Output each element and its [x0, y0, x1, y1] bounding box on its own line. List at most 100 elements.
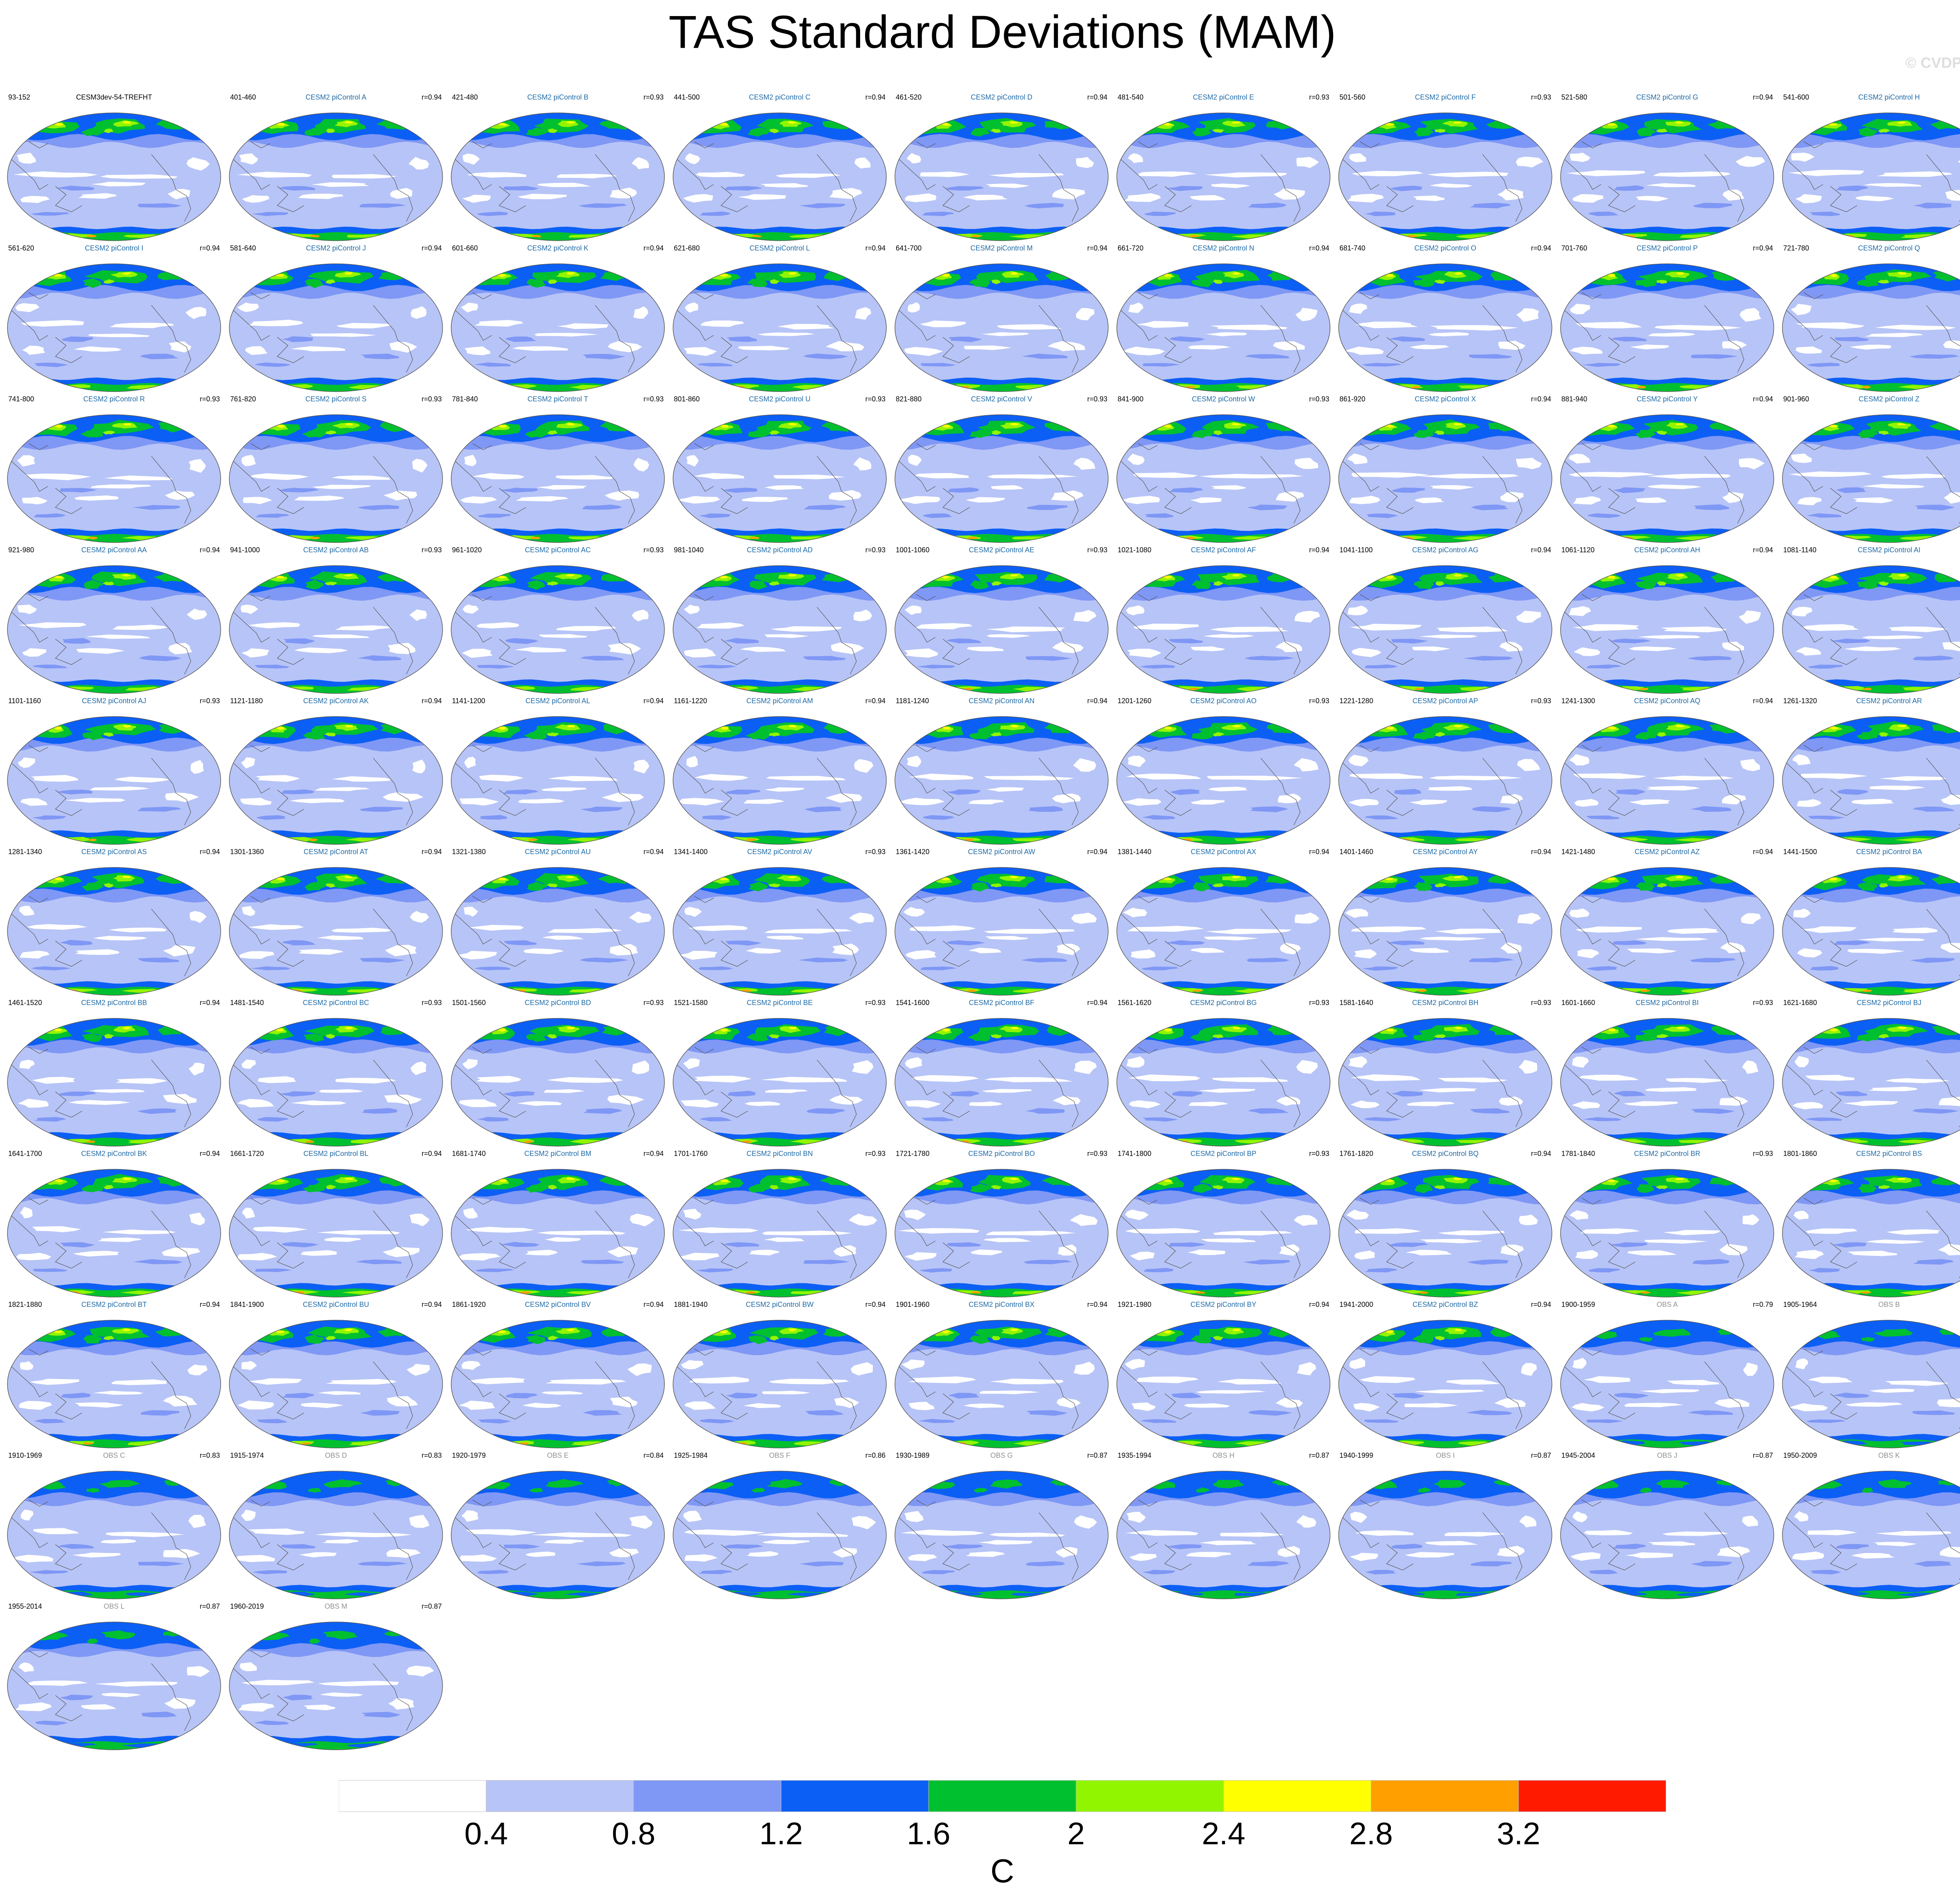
moderate-variance-region: [1806, 513, 1842, 518]
peak-variance-region: [719, 575, 728, 579]
low-variance-region: [299, 1552, 337, 1558]
high-variance-region: [305, 882, 327, 891]
map-border: [1782, 1018, 1960, 1147]
low-variance-region: [1427, 786, 1472, 791]
panel-years: 1801-1860: [1783, 1150, 1817, 1158]
antarctic-field: [1339, 1288, 1552, 1297]
peak-variance-region: [1163, 576, 1172, 579]
panel-correlation: r=0.93: [200, 395, 220, 403]
moderate-variance-region: [946, 1242, 982, 1247]
panel-years: 961-1020: [452, 546, 482, 554]
low-variance-region: [985, 183, 1030, 188]
low-variance-region: [1637, 635, 1700, 639]
coastlines: [675, 1047, 857, 1127]
moderate-variance-region: [1835, 185, 1868, 191]
low-variance-region: [1187, 1249, 1226, 1256]
high-variance-region: [547, 732, 559, 737]
low-variance-region: [1279, 943, 1301, 954]
low-variance-region: [542, 935, 584, 940]
low-variance-region: [1429, 775, 1522, 780]
peak-variance-region: [1163, 1330, 1172, 1334]
low-variance-region: [89, 786, 150, 791]
low-variance-region: [1806, 1228, 1858, 1234]
low-variance-region: [746, 948, 782, 954]
low-variance-region: [1347, 453, 1368, 464]
high-variance-region: [103, 1185, 114, 1189]
panel-years: 1501-1560: [452, 999, 486, 1007]
low-variance-region: [21, 1510, 33, 1521]
antarctic-field: [673, 1288, 886, 1297]
panel-years: 541-600: [1783, 93, 1809, 101]
moderate-variance-region: [477, 212, 508, 216]
panel-years: 1181-1240: [896, 697, 929, 705]
moderate-variance-region: [1466, 1410, 1513, 1415]
map-border: [1338, 716, 1552, 845]
low-variance-region: [1654, 325, 1742, 331]
high-variance-region: [1635, 1033, 1657, 1041]
low-variance-region: [1892, 927, 1938, 933]
moderate-variance-region: [357, 505, 399, 510]
map-plot: [1560, 414, 1774, 543]
coastlines: [675, 443, 857, 524]
coastlines: [1562, 1348, 1744, 1429]
low-variance-region: [191, 760, 204, 774]
low-variance-region: [332, 776, 391, 782]
panel-title: CESM2 piControl BB: [81, 999, 147, 1007]
low-variance-region: [1210, 485, 1246, 490]
low-variance-region: [914, 473, 969, 479]
moderate-variance-region: [1809, 211, 1840, 216]
panel-years: 521-580: [1561, 93, 1588, 101]
low-variance-region: [909, 925, 976, 931]
low-variance-region: [189, 911, 207, 923]
high-variance-region: [1878, 129, 1890, 133]
map-plot: [451, 414, 665, 543]
high-variance-region: [1434, 1185, 1446, 1189]
coastlines: [1340, 292, 1523, 373]
panel-years: 1561-1620: [1118, 999, 1152, 1007]
panel-years: 1701-1760: [674, 1150, 708, 1158]
antarctic-field: [1117, 836, 1330, 844]
low-variance-region: [163, 1395, 198, 1407]
low-variance-region: [906, 153, 921, 163]
moderate-variance-region: [949, 1091, 980, 1097]
high-variance-region: [83, 278, 102, 288]
low-variance-region: [899, 798, 945, 806]
low-variance-region: [410, 1061, 426, 1075]
low-variance-region: [250, 473, 309, 480]
coastlines: [1118, 896, 1301, 976]
map-plot: [673, 1018, 887, 1147]
low-variance-region: [1788, 170, 1864, 176]
moderate-variance-region: [1909, 354, 1960, 359]
peak-variance-region: [1640, 990, 1651, 992]
coastlines: [453, 745, 635, 826]
panel-correlation: r=0.93: [865, 848, 886, 856]
low-variance-region: [764, 929, 853, 934]
high-variance-region: [325, 279, 335, 284]
map-border: [1116, 1018, 1330, 1147]
high-variance-region: [305, 127, 327, 136]
moderate-variance-region: [1586, 664, 1622, 669]
low-variance-region: [1572, 194, 1604, 203]
high-variance-region: [305, 1334, 325, 1344]
low-variance-region: [1196, 1390, 1266, 1394]
moderate-variance-region: [359, 958, 405, 963]
high-variance-region: [969, 731, 993, 740]
low-variance-region: [524, 948, 564, 954]
coastlines: [1340, 1197, 1523, 1278]
antarctic-field: [1782, 1138, 1960, 1146]
low-variance-region: [1419, 1239, 1483, 1243]
low-variance-region: [1869, 1388, 1915, 1393]
map-plot: [7, 414, 221, 543]
map-plot: [7, 1018, 221, 1147]
map-panel: 1901-1960 CESM2 piControl BX r=0.94: [891, 1301, 1112, 1451]
peak-variance-region: [305, 1140, 314, 1143]
map-panel: 1641-1700 CESM2 piControl BK r=0.94: [4, 1150, 225, 1301]
low-variance-region: [1278, 793, 1301, 804]
moderate-variance-region: [477, 665, 515, 669]
coastlines: [1784, 1348, 1960, 1429]
panel-title: CESM2 piControl A: [305, 93, 367, 101]
moderate-variance-region: [252, 1570, 287, 1575]
low-variance-region: [1074, 1515, 1097, 1529]
